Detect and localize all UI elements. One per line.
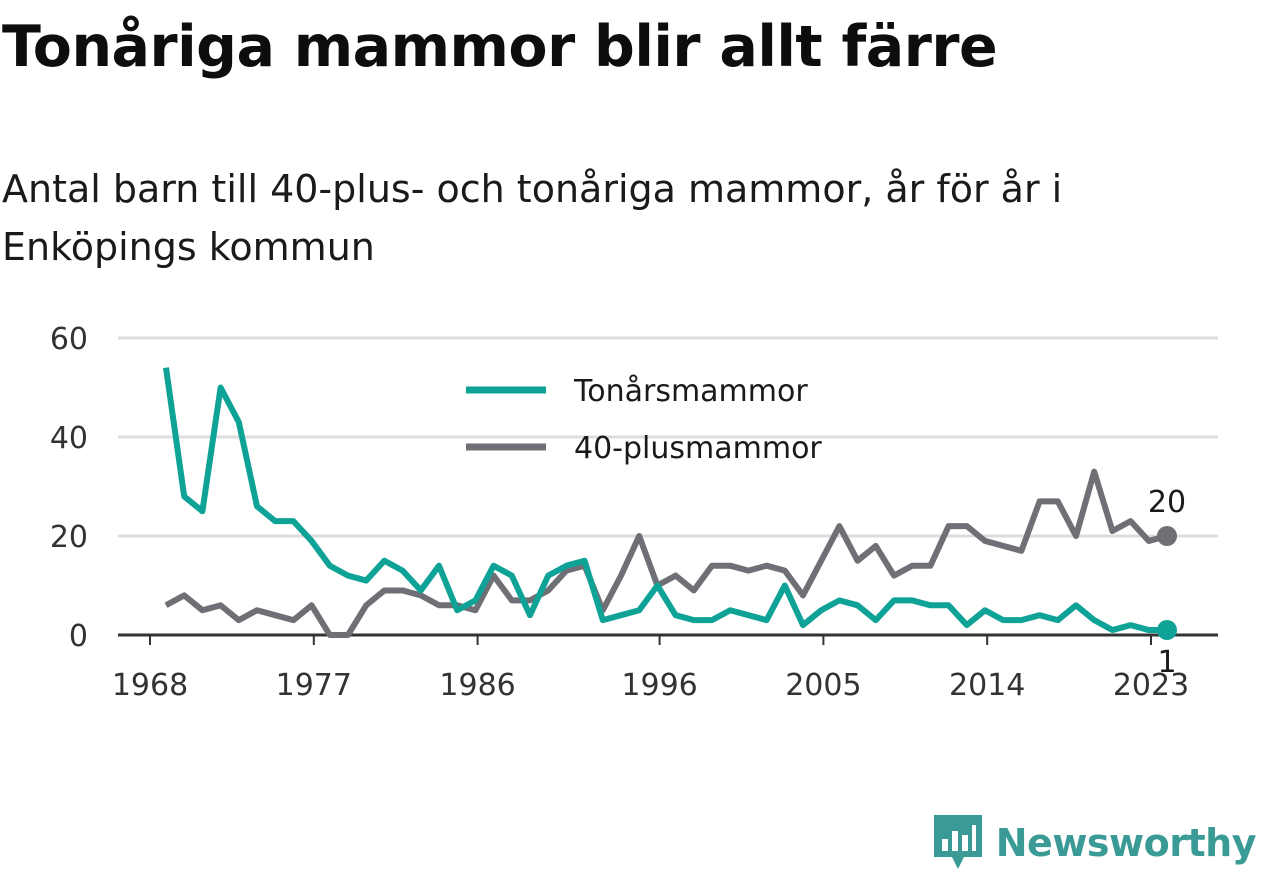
newsworthy-brand: Newsworthy: [932, 813, 1257, 873]
series-line-tonarsmammor: [163, 367, 1167, 634]
gridlines: [118, 336, 1218, 538]
y-tick-label-40: 40: [50, 421, 88, 456]
chart-subtitle: Antal barn till 40-plus- och tonåriga ma…: [2, 167, 1063, 269]
brand-name: Newsworthy: [995, 821, 1257, 865]
end-label-1: 20: [1148, 485, 1186, 520]
x-tick-label-1996: 1996: [621, 668, 697, 703]
y-axis-ticks: 0 20 40 60: [50, 322, 88, 654]
x-tick-label-1986: 1986: [439, 668, 515, 703]
newsworthy-logo-icon: [933, 815, 982, 869]
y-tick-label-0: 0: [69, 619, 88, 654]
legend-label-1: 40-plusmammor: [574, 431, 822, 466]
end-point-1: [1157, 526, 1177, 546]
chart-title: Tonåriga mammor blir allt färre: [2, 14, 998, 80]
x-tick-label-2005: 2005: [785, 668, 861, 703]
end-point-0: [1157, 620, 1177, 641]
series-lines: [163, 367, 1168, 638]
x-tick-label-2023: 2023: [1113, 668, 1189, 703]
y-tick-label-60: 60: [50, 322, 88, 357]
x-tick-label-1968: 1968: [112, 668, 188, 703]
end-label-0: 1: [1157, 645, 1176, 680]
x-tick-label-1977: 1977: [276, 668, 352, 703]
x-axis: 1968 1977 1986 1996 2005 2014 2023: [112, 633, 1218, 703]
end-labels: 1 20: [1148, 485, 1186, 680]
legend-label-0: Tonårsmammor: [573, 374, 808, 409]
y-tick-label-20: 20: [50, 520, 88, 555]
legend: Tonårsmammor 40-plusmammor: [466, 374, 822, 466]
x-tick-label-2014: 2014: [949, 668, 1025, 703]
series-line-fortyplus-mammor: [164, 468, 1168, 638]
